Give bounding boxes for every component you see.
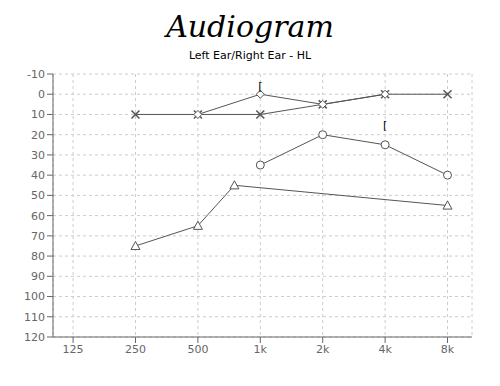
svg-text:[: [ <box>258 80 262 93</box>
svg-text:125: 125 <box>63 343 84 356</box>
svg-text:[: [ <box>383 119 387 132</box>
svg-text:-10: -10 <box>27 68 45 81</box>
html-text:Left Ear/Right Ear - HL: Left Ear/Right Ear - HL <box>188 49 312 62</box>
svg-text:110: 110 <box>24 311 45 324</box>
svg-text:40: 40 <box>31 169 45 182</box>
svg-text:20: 20 <box>31 129 45 142</box>
svg-text:90: 90 <box>31 270 45 283</box>
svg-text:2k: 2k <box>316 343 330 356</box>
svg-text:0: 0 <box>38 88 45 101</box>
html-text:Audiogram: Audiogram <box>166 9 334 44</box>
svg-text:60: 60 <box>31 210 45 223</box>
svg-text:50: 50 <box>31 189 45 202</box>
svg-text:8k: 8k <box>441 343 455 356</box>
svg-text:500: 500 <box>187 343 208 356</box>
svg-text:4k: 4k <box>378 343 392 356</box>
svg-text:250: 250 <box>125 343 146 356</box>
svg-text:80: 80 <box>31 250 45 263</box>
svg-text:120: 120 <box>24 331 45 344</box>
svg-text:70: 70 <box>31 230 45 243</box>
svg-text:30: 30 <box>31 149 45 162</box>
svg-text:1k: 1k <box>254 343 268 356</box>
svg-text:100: 100 <box>24 290 45 303</box>
svg-text:10: 10 <box>31 108 45 121</box>
